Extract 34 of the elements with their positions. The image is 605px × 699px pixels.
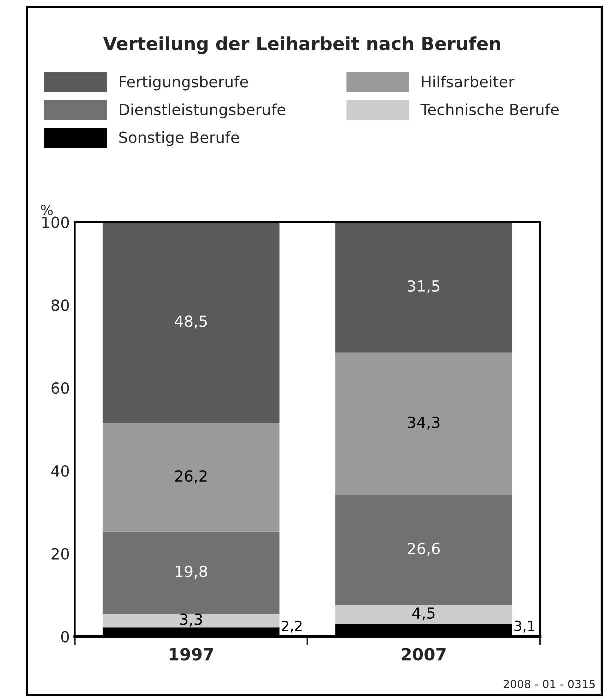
y-tick-label: 0 [61,631,70,643]
legend-label: Hilfsarbeiter [422,76,515,88]
x-tick-label: 1997 [170,648,214,661]
bar [102,222,280,424]
data-label: 2,2 [282,620,302,633]
data-label: 48,5 [175,316,208,329]
bar [102,423,280,532]
data-label: 4,5 [412,608,435,621]
y-tick-label: 40 [51,465,70,478]
data-label: 34,3 [408,416,440,430]
y-tick-label: 60 [52,382,70,394]
data-label: 3,3 [180,614,202,627]
data-label: 26,6 [408,543,440,556]
y-tick-label: 100 [42,216,70,228]
legend-label: Technische Berufe [420,104,559,116]
y-axis-title: % [41,204,53,216]
y-tick-label: 20 [52,548,70,560]
text: 2008 - 01 - 0315 [504,680,595,688]
data-label: 3,1 [514,620,535,633]
x-tick-label: 2007 [402,648,446,661]
legend-label: Fertigungsberufe [120,76,248,91]
bar [336,495,512,606]
legend-label: Sonstige Berufe [120,132,240,146]
legend-label: Dienstleistungsberufe [120,104,286,119]
data-label: 19,8 [176,566,208,579]
bar [102,614,280,628]
bar [336,222,512,353]
data-label: 26,2 [175,470,207,484]
bar [102,532,280,614]
bar [336,605,512,624]
chart-title: Verteilung der Leiharbeit nach Berufen [103,36,500,54]
data-label: 31,5 [408,280,440,294]
y-tick-label: 80 [52,300,70,312]
bar [336,352,512,496]
